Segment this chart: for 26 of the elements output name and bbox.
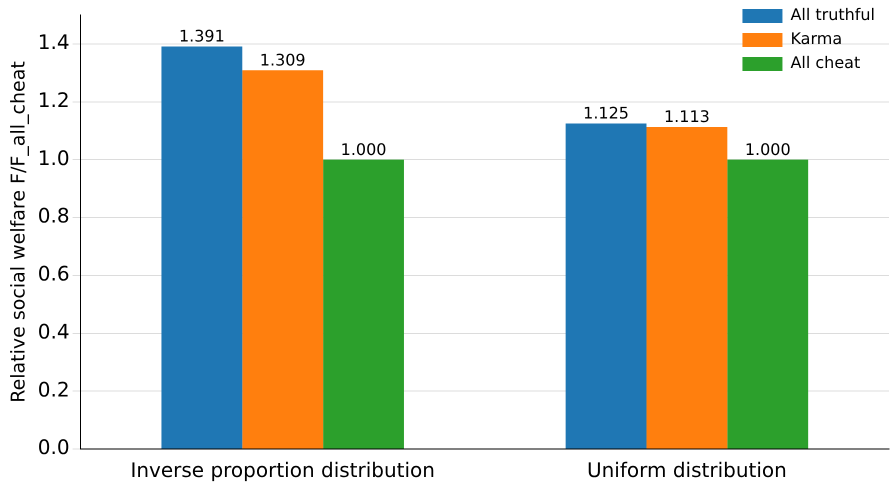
data-label: 1.391 (178, 26, 225, 46)
data-label: 1.113 (664, 107, 710, 126)
legend-label: Karma (790, 29, 842, 48)
x-tick-label: Uniform distribution (586, 458, 787, 482)
y-tick-label: 0.2 (38, 377, 70, 402)
bar (161, 46, 242, 448)
y-tick-label: 0.4 (38, 319, 70, 344)
y-tick-label: 0.6 (38, 262, 70, 286)
data-label: 1.309 (260, 50, 306, 70)
bar (242, 70, 324, 448)
y-tick-label: 0.0 (38, 435, 70, 460)
y-tick-label: 1.4 (38, 30, 70, 54)
bar (323, 160, 404, 448)
data-label: 1.000 (744, 140, 791, 159)
bar (566, 124, 646, 448)
y-tick-label: 0.8 (38, 204, 70, 228)
y-tick-label: 1.0 (38, 146, 70, 170)
data-label: 1.125 (583, 104, 629, 123)
bar (646, 126, 728, 448)
legend-label: All truthful (790, 5, 875, 24)
y-tick-label: 1.2 (38, 88, 70, 112)
bar (727, 160, 808, 448)
y-axis-title: Relative social welfare F/F_all_cheat (7, 61, 30, 403)
legend-label: All cheat (790, 53, 860, 72)
data-label: 1.000 (340, 140, 386, 159)
x-tick-label: Inverse proportion distribution (130, 458, 435, 482)
